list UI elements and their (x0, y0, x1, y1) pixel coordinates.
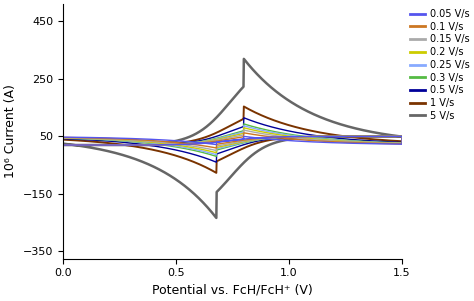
Legend: 0.05 V/s, 0.1 V/s, 0.15 V/s, 0.2 V/s, 0.25 V/s, 0.3 V/s, 0.5 V/s, 1 V/s, 5 V/s: 0.05 V/s, 0.1 V/s, 0.15 V/s, 0.2 V/s, 0.… (410, 9, 470, 121)
Y-axis label: 10⁶ Current (A): 10⁶ Current (A) (4, 84, 17, 178)
X-axis label: Potential vs. FcH/FcH⁺ (V): Potential vs. FcH/FcH⁺ (V) (152, 284, 313, 297)
